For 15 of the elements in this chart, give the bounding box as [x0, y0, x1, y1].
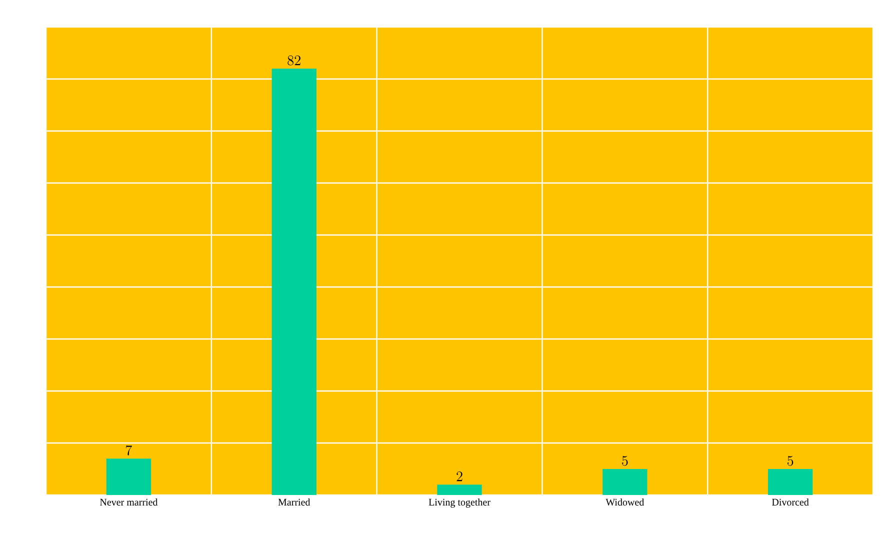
bar	[106, 458, 152, 495]
data-label: 5	[787, 456, 794, 466]
x-tick-label: Divorced	[772, 498, 809, 506]
x-tick-label: Married	[278, 498, 310, 506]
bar	[272, 68, 316, 495]
data-label: 7	[126, 445, 132, 456]
bar	[768, 469, 813, 495]
x-tick-label: Never married	[100, 498, 158, 506]
x-tick-label: Living together	[428, 498, 490, 508]
data-label: 2	[456, 472, 462, 482]
data-label: 82	[288, 56, 300, 66]
x-tick-label: Widowed	[606, 498, 644, 506]
bar	[437, 484, 482, 495]
bar	[602, 469, 648, 495]
data-label: 5	[622, 456, 628, 466]
